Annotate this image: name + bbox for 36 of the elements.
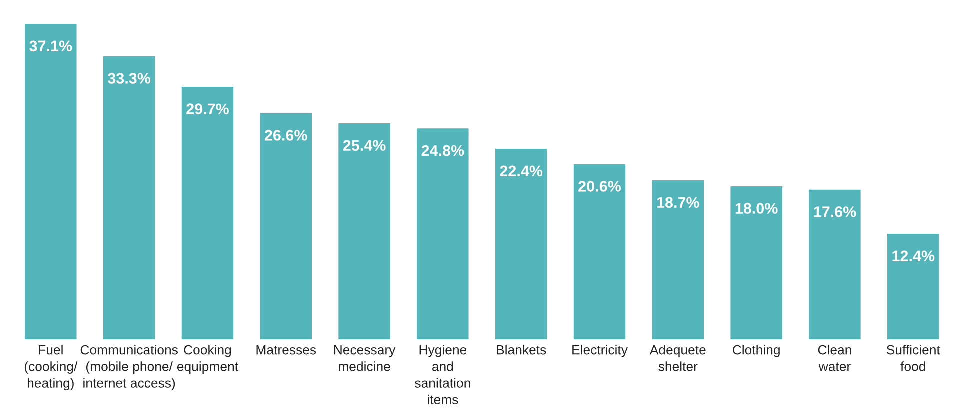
data-label: 29.7% bbox=[186, 104, 229, 115]
bar bbox=[495, 149, 548, 340]
x-tick-label: Clothing bbox=[733, 345, 780, 358]
data-label: 24.8% bbox=[422, 145, 464, 156]
x-tick-label: Electricity bbox=[572, 345, 628, 358]
x-tick-label: Communications (mobile phone/ internet access) bbox=[80, 345, 178, 391]
bar bbox=[103, 56, 156, 340]
data-label: 18.0% bbox=[736, 203, 778, 214]
x-tick-label: Sufficient food bbox=[886, 345, 940, 372]
data-label: 17.6% bbox=[814, 206, 856, 218]
data-label: 37.1% bbox=[30, 40, 72, 52]
bar bbox=[888, 234, 940, 340]
data-label: 33.3% bbox=[108, 73, 151, 84]
bar bbox=[730, 186, 782, 340]
bar bbox=[338, 124, 390, 340]
x-tick-label: Hygiene and sanitation items bbox=[415, 345, 470, 405]
x-tick-label: Adequete shelter bbox=[650, 345, 706, 372]
data-label: 18.7% bbox=[657, 197, 700, 208]
x-tick-label: Cooking equipment bbox=[177, 345, 238, 374]
data-label: 25.4% bbox=[343, 140, 386, 152]
bar bbox=[574, 164, 626, 340]
bar bbox=[25, 24, 77, 340]
bar bbox=[652, 180, 704, 340]
data-label: 12.4% bbox=[892, 250, 935, 262]
x-tick-label: Fuel (cooking/ heating) bbox=[24, 345, 78, 391]
x-tick-label: Matresses bbox=[256, 346, 316, 355]
data-label: 26.6% bbox=[264, 130, 308, 141]
x-tick-label: Necessary medicine bbox=[334, 346, 396, 372]
bar bbox=[260, 113, 312, 340]
bar bbox=[809, 190, 861, 340]
bar bbox=[182, 86, 234, 340]
data-label: 20.6% bbox=[578, 181, 622, 192]
bar bbox=[417, 128, 469, 340]
x-tick-label: Blankets bbox=[497, 345, 546, 355]
x-tick-label: Clean water bbox=[818, 345, 852, 372]
data-label: 22.4% bbox=[500, 166, 543, 177]
